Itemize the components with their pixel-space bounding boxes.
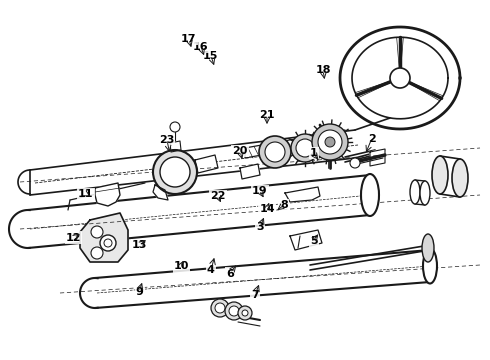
Ellipse shape — [432, 156, 448, 194]
Circle shape — [91, 247, 103, 259]
Text: 8: 8 — [280, 200, 288, 210]
Text: 2: 2 — [368, 134, 376, 144]
Polygon shape — [153, 185, 168, 200]
Circle shape — [259, 136, 291, 168]
Circle shape — [211, 299, 229, 317]
Ellipse shape — [452, 159, 468, 197]
Circle shape — [100, 235, 116, 251]
Ellipse shape — [422, 234, 434, 262]
Polygon shape — [195, 155, 218, 173]
Text: 7: 7 — [251, 290, 259, 300]
Circle shape — [242, 310, 248, 316]
Text: 21: 21 — [259, 110, 275, 120]
Text: 11: 11 — [78, 189, 94, 199]
Text: 20: 20 — [232, 146, 248, 156]
Text: 1: 1 — [310, 148, 318, 158]
Circle shape — [215, 303, 225, 313]
Circle shape — [160, 157, 190, 187]
Polygon shape — [95, 183, 120, 206]
Circle shape — [153, 150, 197, 194]
Polygon shape — [170, 141, 181, 152]
Text: 14: 14 — [259, 204, 275, 214]
Circle shape — [291, 134, 319, 162]
Ellipse shape — [420, 181, 430, 205]
Circle shape — [225, 302, 243, 320]
Circle shape — [265, 142, 285, 162]
Circle shape — [325, 137, 335, 147]
Circle shape — [318, 130, 342, 154]
Polygon shape — [290, 230, 322, 250]
Text: 17: 17 — [181, 34, 196, 44]
Polygon shape — [80, 213, 128, 262]
Ellipse shape — [361, 174, 379, 216]
Polygon shape — [240, 164, 260, 179]
Text: 4: 4 — [207, 265, 215, 275]
Circle shape — [238, 306, 252, 320]
Text: 22: 22 — [210, 191, 226, 201]
Polygon shape — [370, 149, 385, 166]
Text: 13: 13 — [132, 240, 147, 250]
Text: 23: 23 — [159, 135, 174, 145]
Circle shape — [350, 158, 360, 168]
Text: 12: 12 — [66, 233, 81, 243]
Text: 5: 5 — [310, 236, 318, 246]
Circle shape — [390, 68, 410, 88]
Circle shape — [296, 139, 314, 157]
Circle shape — [312, 124, 348, 160]
Ellipse shape — [410, 180, 420, 204]
Text: 6: 6 — [226, 269, 234, 279]
Ellipse shape — [423, 248, 437, 284]
Circle shape — [229, 306, 239, 316]
Text: 3: 3 — [256, 222, 264, 232]
Text: 15: 15 — [203, 51, 219, 61]
Text: 9: 9 — [136, 287, 144, 297]
Text: 18: 18 — [316, 65, 331, 75]
Circle shape — [91, 226, 103, 238]
Circle shape — [170, 122, 180, 132]
Text: 19: 19 — [252, 186, 268, 196]
Text: 10: 10 — [173, 261, 189, 271]
Polygon shape — [245, 130, 345, 158]
Text: 16: 16 — [193, 42, 209, 52]
Polygon shape — [285, 187, 320, 202]
